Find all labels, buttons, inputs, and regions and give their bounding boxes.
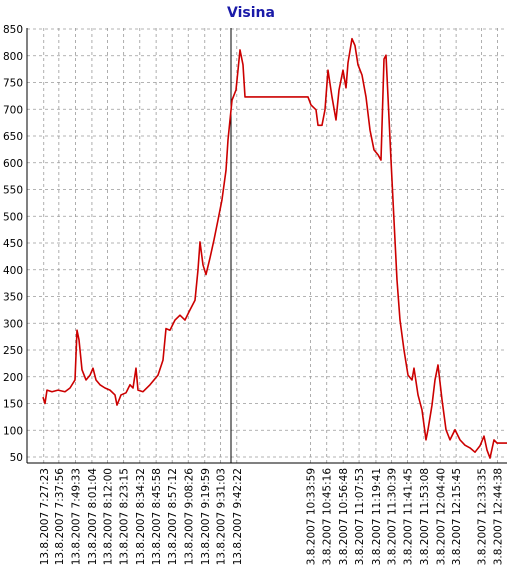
x-tick-label: 13.8.2007 12:15:45 [451,468,463,565]
x-tick-label: 13.8.2007 8:57:12 [167,468,179,565]
y-tick-label: 550 [3,185,23,197]
y-tick-label: 750 [3,78,23,90]
x-tick-label: 13.8.2007 12:04:40 [435,468,447,565]
x-tick-label: 13.8.2007 8:45:58 [151,468,163,565]
x-tick-label: 13.8.2007 8:01:04 [87,468,99,565]
chart-title: Visina [227,5,275,21]
x-tick-label: 13.8.2007 9:42:22 [232,468,244,565]
x-tick-label: 13.8.2007 10:56:48 [338,468,350,565]
y-tick-label: 700 [3,104,23,116]
x-tick-label: 13.8.2007 7:27:23 [39,468,51,565]
y-tick-label: 800 [3,51,23,63]
y-tick-label: 150 [3,399,23,411]
x-tick-label: 13.8.2007 11:53:08 [419,468,431,565]
data-line [42,37,507,459]
y-tick-label: 850 [3,24,23,36]
y-tick-label: 50 [10,452,23,464]
x-tick-label: 13.8.2007 11:41:45 [402,468,414,565]
x-tick-label: 13.8.2007 11:07:53 [354,468,366,565]
grid [27,28,507,463]
y-tick-label: 400 [3,265,23,277]
x-tick-label: 13.8.2007 8:34:32 [135,468,147,565]
y-tick-label: 250 [3,345,23,357]
y-tick-label: 100 [3,425,23,437]
y-tick-label: 200 [3,372,23,384]
x-tick-label: 13.8.2007 8:23:15 [119,468,131,565]
x-tick-label: 13.8.2007 9:08:26 [183,468,195,565]
y-tick-label: 650 [3,131,23,143]
y-tick-label: 300 [3,318,23,330]
x-tick-label: 13.8.2007 9:19:59 [200,468,212,565]
x-tick-label: 13.8.2007 7:49:33 [70,468,82,565]
x-tick-label: 13.8.2007 12:44:38 [492,468,504,565]
x-tick-label: 13.8.2007 11:30:39 [387,468,399,565]
x-tick-label: 13.8.2007 12:33:35 [477,468,489,565]
x-tick-label: 13.8.2007 10:33:59 [306,468,318,565]
x-tick-label: 13.8.2007 8:12:00 [103,468,115,565]
x-tick-label: 13.8.2007 10:45:16 [322,468,334,565]
x-tick-label: 13.8.2007 9:31:03 [216,468,228,565]
x-tick-label: 13.8.2007 7:37:56 [54,468,66,565]
y-tick-label: 450 [3,238,23,250]
y-tick-label: 500 [3,211,23,223]
y-tick-label: 600 [3,158,23,170]
x-tick-label: 13.8.2007 11:19:41 [371,468,383,565]
y-tick-label: 350 [3,292,23,304]
